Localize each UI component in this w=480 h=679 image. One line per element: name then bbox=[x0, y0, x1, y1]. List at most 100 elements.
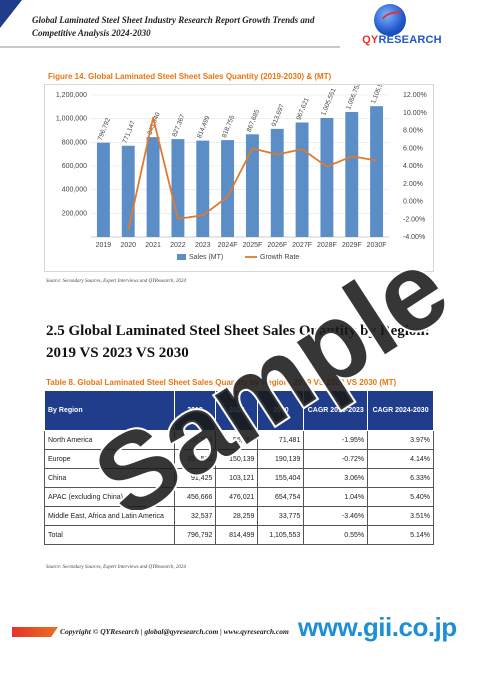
right-tick-label: 0.00% bbox=[403, 199, 423, 206]
table-row: Middle East, Africa and Latin America 32,… bbox=[44, 506, 434, 526]
header-cell: CAGR 2019-2023 bbox=[303, 390, 369, 431]
right-tick-label: -4.00% bbox=[403, 234, 425, 241]
header-cell: By Region bbox=[44, 390, 175, 431]
legend-sales-swatch bbox=[177, 254, 186, 260]
region-cell: Europe bbox=[44, 449, 175, 469]
figure-caption: Figure 14. Global Laminated Steel Sheet … bbox=[48, 72, 332, 81]
value-cell: 0.55% bbox=[303, 525, 369, 545]
report-title: Global Laminated Steel Sheet Industry Re… bbox=[32, 15, 315, 38]
globe-icon bbox=[374, 4, 406, 36]
region-cell: APAC (excluding China) bbox=[44, 487, 175, 507]
x-tick-label: 2026F bbox=[267, 242, 287, 249]
value-cell: 6.33% bbox=[367, 468, 434, 488]
value-cell: 654,754 bbox=[257, 487, 305, 507]
value-cell: 154,520 bbox=[173, 449, 217, 469]
bar-data-label: 867,685 bbox=[246, 108, 261, 133]
left-tick-label: 400,000 bbox=[62, 187, 87, 194]
x-tick-label: 2023 bbox=[195, 242, 211, 249]
value-cell: 150,139 bbox=[215, 449, 259, 469]
x-tick-label: 2025F bbox=[242, 242, 262, 249]
x-tick-label: 2021 bbox=[145, 242, 161, 249]
right-tick-label: 2.00% bbox=[403, 181, 423, 188]
bar-data-label: 814,499 bbox=[196, 115, 211, 140]
value-cell: 5.14% bbox=[367, 525, 434, 545]
x-tick-label: 2022 bbox=[170, 242, 186, 249]
value-cell: 32,537 bbox=[173, 506, 217, 526]
growth-rate-line bbox=[127, 116, 377, 231]
sales-bar bbox=[96, 142, 110, 237]
sales-bar bbox=[146, 137, 160, 237]
sales-bar bbox=[221, 140, 235, 237]
legend-sales-label: Sales (MT) bbox=[189, 254, 223, 261]
region-sales-table: By Region 2019 2023 2030 CAGR 2019-2023 … bbox=[44, 390, 434, 545]
region-cell: Middle East, Africa and Latin America bbox=[44, 506, 175, 526]
bar-data-label: 913,697 bbox=[271, 103, 286, 128]
bar-data-label: 1,005,551 bbox=[320, 87, 337, 117]
table-body: North America 61,644 56,959 71,481 -1.95% 3.9… bbox=[44, 430, 434, 545]
value-cell: 3.97% bbox=[367, 430, 434, 450]
value-cell: 1.04% bbox=[303, 487, 369, 507]
left-tick-label: 800,000 bbox=[62, 139, 87, 146]
table-row: Europe 154,520 150,139 190,139 -0.72% 4.14% bbox=[44, 449, 434, 469]
header-corner-decoration bbox=[0, 0, 22, 28]
qyresearch-logo: QYRESEARCH bbox=[352, 4, 452, 48]
sales-bar bbox=[370, 106, 384, 237]
value-cell: 155,404 bbox=[257, 468, 305, 488]
sales-bar bbox=[320, 118, 334, 237]
right-tick-label: 4.00% bbox=[403, 163, 423, 170]
sales-bar bbox=[121, 145, 135, 237]
bar-data-label: 771,147 bbox=[122, 120, 137, 145]
value-cell: 814,499 bbox=[215, 525, 259, 545]
left-tick-label: 1,000,000 bbox=[56, 116, 87, 123]
left-tick-label: 600,000 bbox=[62, 163, 87, 170]
right-tick-label: 10.00% bbox=[403, 110, 427, 117]
page-header: Global Laminated Steel Sheet Industry Re… bbox=[0, 0, 480, 48]
left-tick-label: 1,200,000 bbox=[56, 92, 87, 99]
x-tick-label: 2028F bbox=[317, 242, 337, 249]
region-cell: Total bbox=[44, 525, 175, 545]
value-cell: 4.14% bbox=[367, 449, 434, 469]
value-cell: 456,666 bbox=[173, 487, 217, 507]
sales-bar bbox=[295, 122, 309, 237]
table-source: Source: Secondary Sources, Expert Interv… bbox=[46, 565, 186, 570]
table-header-row: By Region 2019 2023 2030 CAGR 2019-2023 … bbox=[44, 390, 434, 431]
right-tick-label: 12.00% bbox=[403, 92, 427, 99]
table-row: China 91,425 103,121 155,404 3.06% 6.33% bbox=[44, 468, 434, 488]
sales-bar bbox=[270, 128, 284, 237]
right-tick-label: 6.00% bbox=[403, 145, 423, 152]
region-cell: North America bbox=[44, 430, 175, 450]
value-cell: 28,259 bbox=[215, 506, 259, 526]
header-divider bbox=[0, 46, 340, 48]
section-title: 2.5 Global Laminated Steel Sheet Sales Q… bbox=[46, 323, 430, 361]
bar-data-label: 1,056,755 bbox=[345, 85, 362, 111]
value-cell: 3.06% bbox=[303, 468, 369, 488]
x-tick-label: 2029F bbox=[342, 242, 362, 249]
value-cell: 190,139 bbox=[257, 449, 305, 469]
header-cell: CAGR 2024-2030 bbox=[367, 390, 434, 431]
value-cell: 103,121 bbox=[215, 468, 259, 488]
value-cell: 56,959 bbox=[215, 430, 259, 450]
x-tick-label: 2020 bbox=[120, 242, 136, 249]
value-cell: 796,792 bbox=[173, 525, 217, 545]
sales-bar bbox=[345, 111, 359, 237]
table-row: APAC (excluding China) 456,666 476,021 654,… bbox=[44, 487, 434, 507]
value-cell: 1,105,553 bbox=[257, 525, 305, 545]
footer-accent-bar bbox=[12, 627, 58, 637]
left-tick-label: 200,000 bbox=[62, 210, 87, 217]
sales-bar bbox=[196, 140, 210, 237]
right-tick-label: 8.00% bbox=[403, 128, 423, 135]
bar-data-label: 796,792 bbox=[97, 117, 112, 142]
value-cell: 5.40% bbox=[367, 487, 434, 507]
x-tick-label: 2024F bbox=[218, 242, 238, 249]
x-tick-label: 2030F bbox=[367, 242, 387, 249]
value-cell: 33,775 bbox=[257, 506, 305, 526]
header-cell: 2030 bbox=[257, 390, 305, 431]
value-cell: 71,481 bbox=[257, 430, 305, 450]
bar-data-label: 967,621 bbox=[295, 96, 310, 121]
header-cell: 2019 bbox=[173, 390, 217, 431]
x-tick-label: 2027F bbox=[292, 242, 312, 249]
value-cell: -3.46% bbox=[303, 506, 369, 526]
table-row: North America 61,644 56,959 71,481 -1.95% 3.9… bbox=[44, 430, 434, 450]
sales-quantity-chart: 200,000 400,000 600,000 800,000 1,000,000 1,2… bbox=[44, 84, 434, 272]
x-tick-label: 2019 bbox=[96, 242, 112, 249]
